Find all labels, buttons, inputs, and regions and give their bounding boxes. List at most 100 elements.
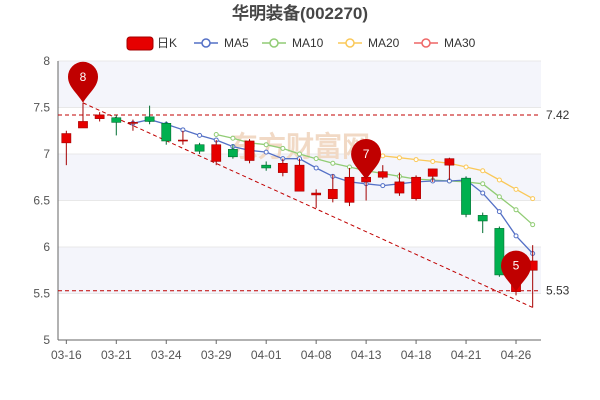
candle — [227, 144, 238, 159]
candle — [311, 189, 322, 208]
x-tick-label: 04-01 — [251, 348, 282, 362]
y-tick-label: 7 — [43, 147, 50, 161]
candle-body — [178, 139, 188, 142]
candle — [94, 112, 105, 122]
reference-label: 7.42 — [546, 108, 570, 122]
legend-item[interactable]: MA20 — [338, 36, 400, 50]
candle — [61, 130, 72, 166]
axes — [57, 61, 541, 344]
marker-pin: 8 — [68, 61, 98, 103]
y-tick-label: 6 — [43, 240, 50, 254]
candle — [377, 165, 388, 180]
ma10-point — [213, 131, 219, 137]
ma10-point — [530, 222, 536, 228]
candle — [327, 174, 338, 203]
candle — [461, 176, 471, 218]
candle — [411, 175, 421, 201]
candle-body — [194, 144, 205, 152]
legend-item[interactable]: MA30 — [414, 36, 476, 50]
candle-body — [277, 163, 288, 173]
legend-swatch-dot — [421, 38, 431, 48]
grid-band — [58, 247, 541, 294]
legend-swatch-dot — [201, 38, 211, 48]
candle — [78, 102, 88, 129]
x-tick-label: 03-29 — [201, 348, 232, 362]
marker-shape — [68, 61, 98, 103]
marker-pin: 5 — [501, 250, 531, 292]
y-tick-label: 6.5 — [33, 194, 50, 208]
x-tick-label: 04-21 — [451, 348, 482, 362]
candle — [261, 161, 272, 171]
legend-label: MA20 — [368, 36, 400, 50]
candle — [427, 168, 438, 182]
candle — [211, 140, 222, 166]
x-tick-label: 03-24 — [151, 348, 182, 362]
candle-body — [311, 192, 322, 196]
candle-body — [161, 123, 172, 142]
ma10-point — [513, 207, 519, 213]
ma20-point — [380, 153, 386, 159]
marker-label: 5 — [513, 259, 520, 273]
ma10-line — [216, 133, 534, 226]
legend-swatch-dot — [345, 38, 355, 48]
x-tick-label: 04-08 — [301, 348, 332, 362]
legend-item[interactable]: MA5 — [194, 36, 249, 50]
legend[interactable]: 日K MA5 MA10 MA20 MA30 — [126, 36, 476, 51]
trend-line — [82, 102, 533, 308]
ma5-point — [496, 209, 502, 215]
chart-title: 华明装备(002270) — [232, 3, 368, 23]
ma20-point — [480, 168, 486, 174]
grid-band — [58, 61, 541, 108]
candle — [344, 167, 355, 207]
y-axis-tick-labels: 5 5.5 6 6.5 7 7.5 8 — [33, 54, 50, 347]
candle-body — [477, 215, 488, 222]
legend-swatch — [126, 36, 154, 51]
reference-label: 5.53 — [546, 284, 570, 298]
x-tick-label: 04-18 — [401, 348, 432, 362]
candle — [128, 119, 138, 131]
trend-line — [82, 102, 533, 308]
x-tick-label: 04-13 — [351, 348, 382, 362]
candle-body — [94, 114, 105, 119]
candle-body — [344, 176, 355, 203]
ma20-point — [463, 164, 469, 170]
ma20-point — [496, 177, 502, 183]
candle — [194, 142, 205, 154]
candle-body — [444, 158, 455, 166]
x-tick-label: 03-21 — [101, 348, 132, 362]
candle-body — [111, 117, 122, 123]
candle — [494, 226, 505, 277]
markers: 8 7 5 — [68, 61, 531, 292]
legend-label: MA30 — [444, 36, 476, 50]
marker-pin: 7 — [351, 139, 382, 180]
ma20-point — [530, 196, 536, 202]
legend-item[interactable]: 日K — [126, 36, 177, 51]
y-tick-label: 5 — [43, 333, 50, 347]
ma20-point — [513, 186, 519, 192]
legend-item[interactable]: MA10 — [262, 36, 324, 50]
marker-label: 7 — [363, 147, 370, 161]
y-tick-label: 7.5 — [33, 101, 50, 115]
candle-body — [61, 133, 72, 144]
candle-body — [294, 164, 305, 192]
ma10-point — [480, 181, 486, 187]
candle-body — [327, 189, 338, 199]
marker-label: 8 — [80, 70, 87, 84]
ma5-point — [197, 132, 203, 138]
reference-lines: 7.42 5.53 — [58, 108, 570, 298]
ma10-point — [280, 145, 286, 151]
ma10-point — [263, 142, 269, 148]
candle-body — [461, 177, 471, 215]
candle-body — [394, 181, 405, 194]
legend-label: 日K — [157, 36, 177, 50]
candle — [244, 139, 255, 164]
candle-body — [144, 116, 155, 122]
ma5-point — [380, 183, 386, 189]
candle — [277, 158, 288, 177]
legend-swatch-dot — [269, 38, 279, 48]
legend-label: MA5 — [224, 36, 249, 50]
marker-shape — [351, 139, 382, 180]
candle — [394, 172, 405, 196]
candle — [161, 121, 172, 145]
